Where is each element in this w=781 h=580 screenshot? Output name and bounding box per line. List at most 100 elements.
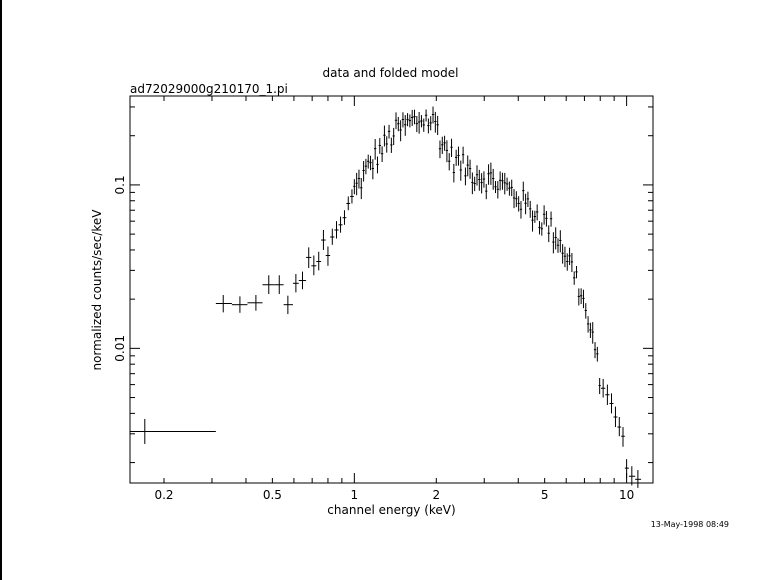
dense-data-point <box>401 112 405 128</box>
data-point <box>274 275 284 295</box>
data-point <box>316 251 322 271</box>
data-point <box>298 271 307 290</box>
dense-data-point <box>466 155 469 177</box>
dense-data-point <box>364 158 368 175</box>
data-point <box>346 196 351 211</box>
data-point <box>321 229 326 250</box>
dense-data-point <box>399 120 402 142</box>
dense-data-point <box>357 169 361 189</box>
data-point <box>624 459 629 479</box>
dense-data-point <box>582 289 585 309</box>
dense-data-point <box>561 244 564 264</box>
dense-data-point <box>457 146 460 166</box>
dense-data-point <box>554 227 557 250</box>
dense-data-point <box>431 106 435 124</box>
dense-data-point <box>443 135 446 151</box>
dense-data-point <box>591 322 594 344</box>
dense-data-point <box>577 288 580 306</box>
dense-data-point <box>417 111 421 134</box>
dense-data-point <box>450 138 453 157</box>
data-point <box>600 378 606 398</box>
data-point <box>330 228 335 245</box>
dense-data-point <box>494 181 497 194</box>
dense-data-point <box>394 112 398 130</box>
dense-data-point <box>579 288 583 305</box>
data-point <box>262 275 275 295</box>
dense-data-point <box>374 139 377 160</box>
dense-data-point <box>482 171 486 188</box>
dense-data-point <box>586 316 590 333</box>
dense-data-point <box>387 124 391 139</box>
dense-data-point <box>566 253 569 271</box>
dense-data-point <box>547 225 550 243</box>
dense-data-point <box>408 114 412 128</box>
dense-data-point <box>441 136 444 154</box>
dense-data-point <box>501 172 504 190</box>
dense-data-point <box>485 183 488 200</box>
x-tick-label: 0.5 <box>263 488 282 502</box>
dense-data-point <box>420 115 423 128</box>
dense-data-point <box>455 149 458 166</box>
dense-data-point <box>415 116 418 133</box>
data-point <box>292 274 299 293</box>
data-point <box>635 470 642 488</box>
dense-data-point <box>489 162 493 185</box>
dense-data-point <box>545 210 548 227</box>
data-point <box>342 210 347 225</box>
dense-data-point <box>434 111 437 133</box>
plot-frame <box>129 95 654 484</box>
dense-data-point <box>371 159 375 180</box>
dense-data-point <box>519 201 523 219</box>
dense-data-point <box>438 140 442 159</box>
data-point <box>311 255 317 276</box>
x-tick-label: 2 <box>432 488 440 502</box>
dense-data-point <box>505 177 509 191</box>
data-point <box>621 427 625 447</box>
dense-data-point <box>487 164 490 185</box>
data-point <box>130 418 216 444</box>
dense-data-point <box>496 181 499 199</box>
dense-data-point <box>492 168 495 190</box>
dense-data-point <box>475 165 479 186</box>
dense-data-point <box>573 271 576 285</box>
dense-data-point <box>529 200 532 218</box>
file-label: ad72029000g210170_1.pi <box>130 82 288 96</box>
data-point <box>231 296 248 313</box>
data-point <box>247 295 263 311</box>
dense-data-point <box>536 204 539 221</box>
x-tick-label: 5 <box>541 488 549 502</box>
dense-data-point <box>559 230 562 253</box>
dense-data-point <box>589 322 592 338</box>
data-point <box>617 417 622 437</box>
dense-data-point <box>480 173 483 194</box>
dense-data-point <box>522 181 525 201</box>
dense-data-point <box>593 342 597 359</box>
dense-data-point <box>383 125 386 147</box>
dense-data-point <box>517 196 520 212</box>
data-point <box>306 247 312 269</box>
dense-data-point <box>406 113 409 127</box>
dense-data-point <box>563 246 567 268</box>
data-point <box>325 246 331 266</box>
dense-data-point <box>448 153 451 171</box>
dense-data-point <box>376 156 379 174</box>
dense-data-point <box>568 247 571 266</box>
data-point <box>605 384 610 406</box>
dense-data-point <box>380 146 384 163</box>
dense-data-point <box>540 222 543 236</box>
dense-data-point <box>471 172 474 195</box>
dense-data-point <box>508 181 511 196</box>
dense-data-point <box>369 155 372 171</box>
dense-data-point <box>355 172 358 196</box>
dense-data-point <box>422 118 425 132</box>
dense-data-point <box>498 171 502 191</box>
y-tick-label: 0.01 <box>113 335 127 362</box>
dense-data-point <box>468 159 472 179</box>
dense-data-point <box>362 161 365 182</box>
dense-data-point <box>397 116 400 132</box>
dense-data-point <box>427 118 430 134</box>
dense-data-point <box>556 238 560 253</box>
dense-data-point <box>552 232 555 254</box>
dense-data-point <box>424 109 428 122</box>
